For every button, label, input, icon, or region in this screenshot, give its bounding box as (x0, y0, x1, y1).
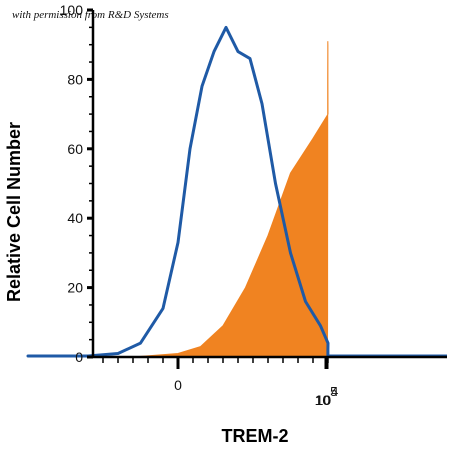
y-tick-label: 100 (60, 2, 84, 18)
credit-text: with permission from R&D Systems (12, 9, 169, 21)
y-tick-label: 60 (67, 141, 83, 157)
series-filled-histogram (28, 41, 329, 358)
x-tick-label: 0 (174, 377, 182, 393)
x-tick-label: 105 (315, 384, 338, 408)
y-tick-label: 40 (67, 210, 83, 226)
series-layer (26, 25, 447, 358)
y-tick-label: 0 (75, 349, 83, 365)
y-tick-label: 20 (67, 280, 83, 296)
series-outline-histogram (26, 25, 447, 358)
y-axis-title: Relative Cell Number (4, 122, 24, 302)
y-tick-label: 80 (67, 71, 83, 87)
x-axis-title: TREM-2 (222, 426, 289, 446)
